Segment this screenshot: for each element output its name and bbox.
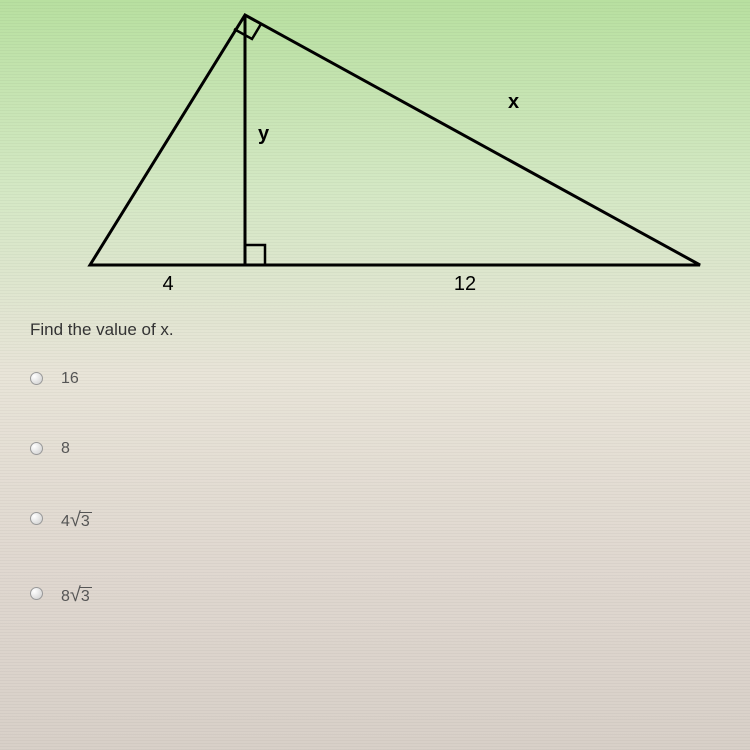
option-row[interactable]: 8	[30, 440, 720, 458]
radio-icon[interactable]	[30, 587, 43, 600]
option-coef: 4	[61, 513, 70, 531]
question-block: Find the value of x. 16 8 4 √ 3 8 √ 3	[30, 320, 720, 660]
outer-triangle	[90, 15, 700, 265]
option-label: 4 √ 3	[61, 510, 92, 533]
option-label: 16	[61, 370, 79, 388]
label-y: y	[258, 123, 270, 145]
triangle-svg: x y 4 12	[0, 0, 750, 310]
label-12: 12	[454, 273, 476, 295]
option-row[interactable]: 16	[30, 370, 720, 388]
option-label: 8 √ 3	[61, 585, 92, 608]
option-coef: 8	[61, 588, 70, 606]
radical-symbol: √	[70, 584, 81, 607]
radical-symbol: √	[70, 509, 81, 532]
option-row[interactable]: 8 √ 3	[30, 585, 720, 608]
option-label: 8	[61, 440, 70, 458]
sqrt-icon: √ 3	[70, 510, 92, 533]
sqrt-icon: √ 3	[70, 585, 92, 608]
question-text: Find the value of x.	[30, 320, 720, 340]
radio-icon[interactable]	[30, 442, 43, 455]
option-row[interactable]: 4 √ 3	[30, 510, 720, 533]
radio-icon[interactable]	[30, 512, 43, 525]
label-x: x	[508, 91, 519, 113]
radio-icon[interactable]	[30, 372, 43, 385]
right-angle-foot	[245, 245, 265, 265]
option-value: 8	[61, 440, 70, 458]
triangle-diagram: x y 4 12	[0, 0, 750, 310]
option-value: 16	[61, 370, 79, 388]
label-4: 4	[162, 273, 173, 295]
